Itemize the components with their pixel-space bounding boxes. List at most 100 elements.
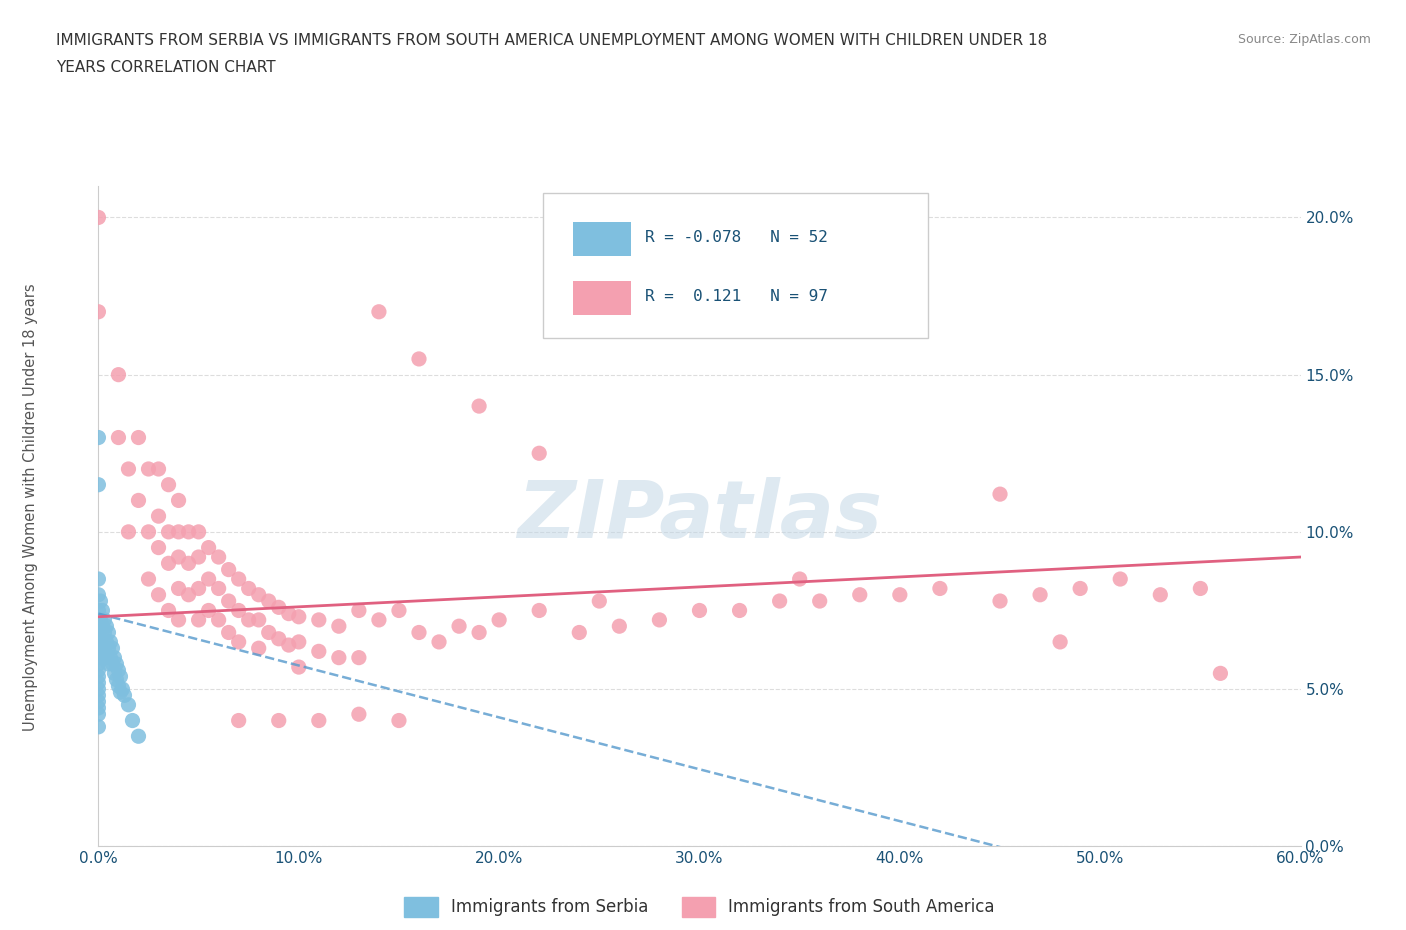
Point	[197, 540, 219, 555]
Point	[107, 663, 129, 678]
Point	[347, 707, 370, 722]
Point	[87, 650, 110, 665]
Point	[308, 644, 330, 658]
Point	[87, 430, 110, 445]
Point	[87, 634, 110, 649]
Point	[197, 572, 219, 587]
Point	[187, 550, 209, 565]
Point	[157, 525, 180, 539]
Point	[97, 641, 120, 656]
Point	[157, 556, 180, 571]
Point	[1189, 581, 1212, 596]
Point	[157, 477, 180, 492]
Point	[148, 461, 170, 476]
Point	[93, 625, 115, 640]
Point	[89, 593, 111, 608]
Point	[187, 581, 209, 596]
Point	[91, 603, 114, 618]
Point	[87, 657, 110, 671]
Point	[121, 713, 143, 728]
Point	[688, 603, 710, 618]
Point	[308, 613, 330, 628]
Point	[87, 618, 110, 633]
Point	[87, 694, 110, 709]
Point	[347, 650, 370, 665]
Point	[408, 352, 430, 366]
Text: Source: ZipAtlas.com: Source: ZipAtlas.com	[1237, 33, 1371, 46]
Point	[148, 588, 170, 603]
Point	[87, 720, 110, 735]
Point	[138, 572, 160, 587]
Point	[87, 641, 110, 656]
Text: R =  0.121   N = 97: R = 0.121 N = 97	[645, 289, 828, 304]
Point	[388, 713, 411, 728]
Point	[288, 634, 311, 649]
Point	[889, 588, 911, 603]
Point	[87, 588, 110, 603]
Point	[208, 550, 231, 565]
Point	[157, 603, 180, 618]
Point	[117, 525, 139, 539]
Bar	[574, 281, 631, 315]
Point	[247, 641, 270, 656]
Point	[288, 659, 311, 674]
Point	[89, 634, 111, 649]
Point	[177, 588, 200, 603]
Point	[105, 672, 128, 687]
Point	[97, 657, 120, 671]
Point	[87, 707, 110, 722]
Point	[117, 461, 139, 476]
Point	[110, 684, 132, 699]
Point	[1109, 572, 1132, 587]
Point	[148, 540, 170, 555]
Point	[87, 688, 110, 703]
Point	[138, 525, 160, 539]
Point	[167, 550, 190, 565]
Point	[218, 562, 240, 577]
Point	[267, 600, 290, 615]
Point	[114, 688, 136, 703]
Point	[238, 613, 260, 628]
Point	[89, 613, 111, 628]
Point	[257, 625, 280, 640]
Legend: Immigrants from Serbia, Immigrants from South America: Immigrants from Serbia, Immigrants from …	[398, 890, 1001, 923]
Point	[609, 618, 631, 633]
Point	[288, 609, 311, 624]
Point	[218, 625, 240, 640]
Point	[103, 650, 125, 665]
Point	[128, 493, 150, 508]
Point	[187, 525, 209, 539]
Point	[87, 572, 110, 587]
Point	[849, 588, 872, 603]
Point	[347, 603, 370, 618]
Point	[588, 593, 610, 608]
Point	[105, 657, 128, 671]
Point	[187, 613, 209, 628]
Point	[87, 669, 110, 684]
Point	[529, 445, 551, 460]
Point	[228, 572, 250, 587]
Point	[238, 581, 260, 596]
Point	[96, 618, 118, 633]
Point	[328, 618, 350, 633]
Point	[107, 430, 129, 445]
Point	[87, 675, 110, 690]
Point	[228, 634, 250, 649]
Point	[93, 613, 115, 628]
Point	[368, 613, 391, 628]
Point	[96, 634, 118, 649]
Point	[138, 461, 160, 476]
Text: Unemployment Among Women with Children Under 18 years: Unemployment Among Women with Children U…	[24, 283, 38, 731]
Point	[167, 613, 190, 628]
Point	[87, 625, 110, 640]
Point	[728, 603, 751, 618]
Point	[1049, 634, 1071, 649]
Point	[388, 603, 411, 618]
Point	[408, 625, 430, 640]
Point	[177, 525, 200, 539]
Point	[208, 581, 231, 596]
Point	[267, 631, 290, 646]
Point	[648, 613, 671, 628]
Point	[468, 399, 491, 414]
Point	[447, 618, 470, 633]
